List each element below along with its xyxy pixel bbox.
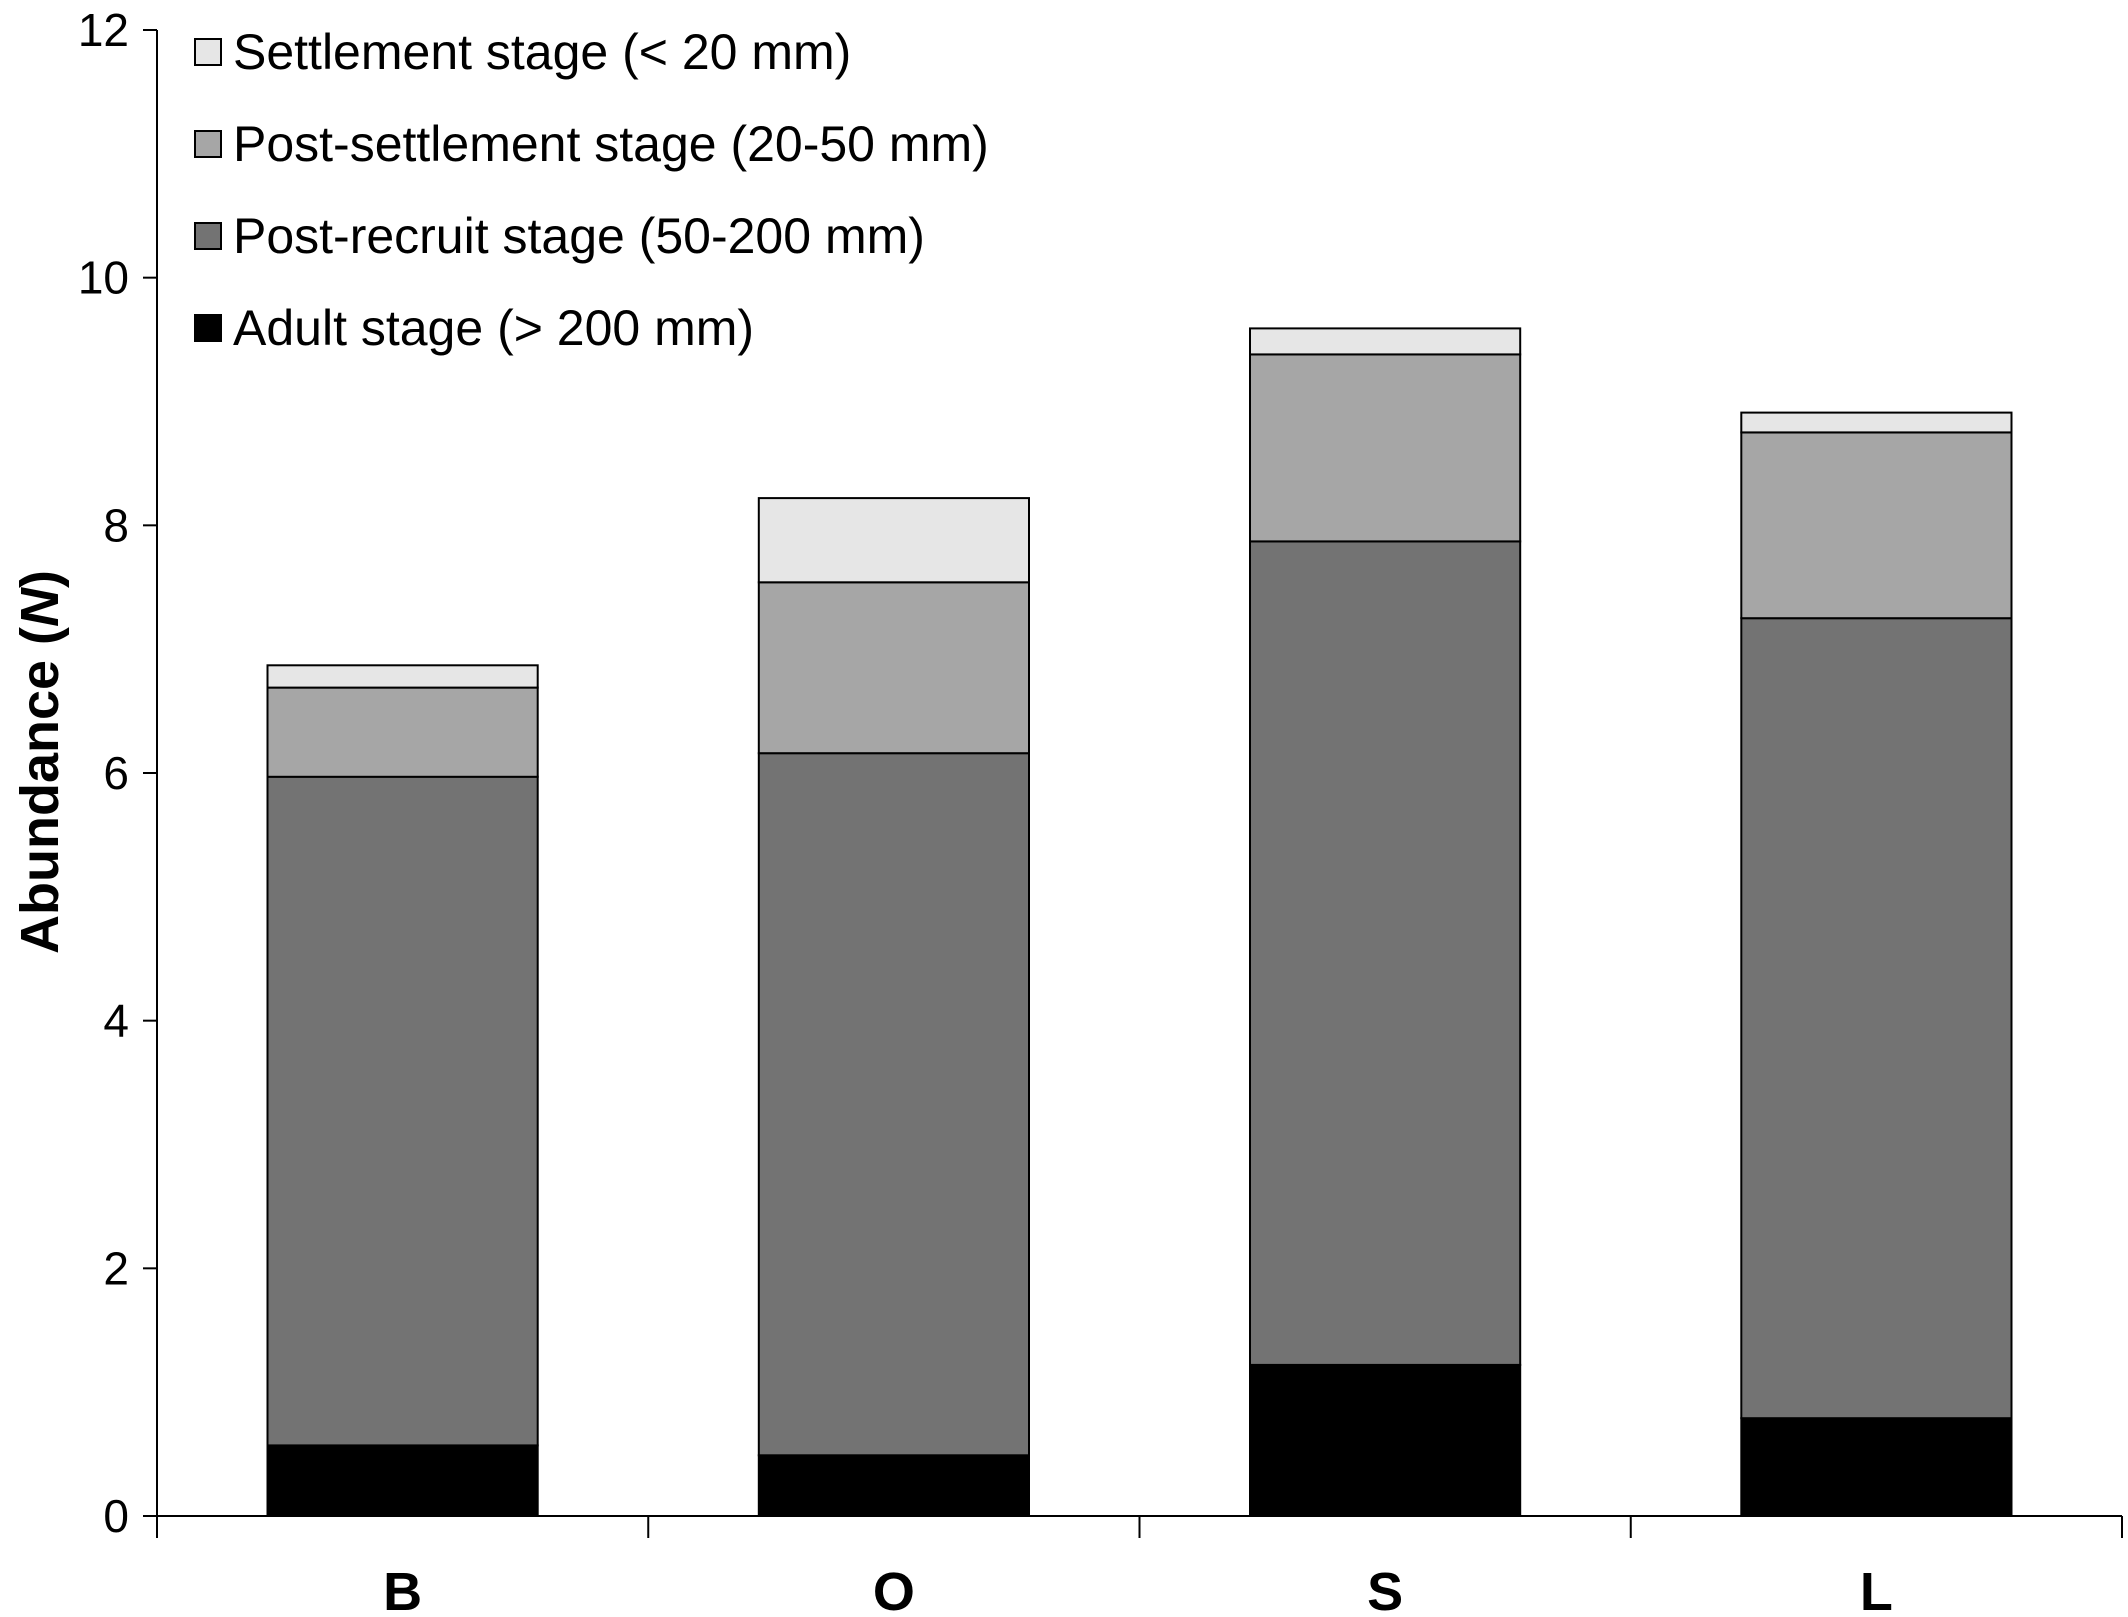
bar-o-series-2 <box>757 581 1030 755</box>
bar-l-series-0 <box>1740 1417 2013 1517</box>
bar-l-series-3 <box>1740 411 2013 434</box>
y-axis-title-italic: N <box>10 587 70 627</box>
legend-swatch <box>194 314 222 342</box>
y-ticks: 0 2 4 6 8 10 12 <box>78 4 157 1542</box>
bar-s-series-1 <box>1249 540 1522 1366</box>
x-category-label-l: L <box>1860 1562 1893 1617</box>
legend-swatch <box>194 38 222 66</box>
bar-b-series-1 <box>266 775 539 1447</box>
y-tick-label: 8 <box>103 499 129 551</box>
y-axis-title-suffix: ) <box>10 570 70 588</box>
y-axis-title-text: Abundance ( <box>10 627 70 954</box>
y-tick-label: 12 <box>78 4 129 56</box>
legend-label: Post-recruit stage (50-200 mm) <box>233 208 925 264</box>
bar-o-series-1 <box>757 752 1030 1457</box>
legend-swatch <box>194 222 222 250</box>
y-tick-label: 0 <box>103 1490 129 1542</box>
bar-s-series-3 <box>1249 327 1522 356</box>
y-tick-label: 10 <box>78 252 129 304</box>
legend-label: Settlement stage (< 20 mm) <box>233 24 851 80</box>
legend: Settlement stage (< 20 mm) Post-settlemen… <box>194 24 989 356</box>
svg-text:Abundance (N): Abundance (N) <box>10 570 70 954</box>
y-tick-label: 4 <box>103 995 129 1047</box>
bar-o-series-0 <box>757 1454 1030 1518</box>
legend-label: Post-settlement stage (20-50 mm) <box>233 116 989 172</box>
bar-s-series-2 <box>1249 353 1522 543</box>
x-category-label-o: O <box>873 1562 915 1617</box>
bar-b-series-2 <box>266 686 539 778</box>
bar-s-series-0 <box>1249 1363 1522 1518</box>
bar-b-series-0 <box>266 1444 539 1518</box>
bars <box>266 327 2013 1518</box>
bar-o-series-3 <box>757 497 1030 584</box>
legend-swatch <box>194 130 222 158</box>
bar-b-series-3 <box>266 664 539 689</box>
y-tick-label: 2 <box>103 1242 129 1294</box>
x-category-label-b: B <box>383 1562 422 1617</box>
bar-l-series-2 <box>1740 431 2013 620</box>
y-tick-label: 6 <box>103 747 129 799</box>
y-axis-title: Abundance (N) <box>10 570 70 954</box>
legend-label: Adult stage (> 200 mm) <box>233 300 754 356</box>
bar-l-series-1 <box>1740 617 2013 1420</box>
x-category-label-s: S <box>1367 1562 1403 1617</box>
